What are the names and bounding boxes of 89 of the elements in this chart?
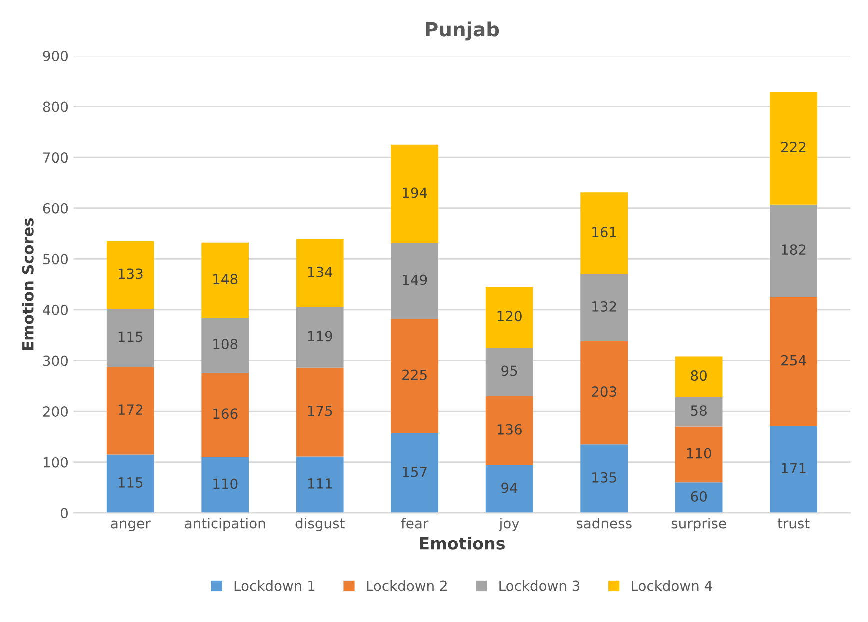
data-label: 222 [782, 142, 806, 152]
bar [770, 92, 818, 205]
bar [675, 356, 723, 398]
bar [202, 372, 250, 458]
data-label: 120 [498, 311, 522, 322]
bar [486, 348, 534, 396]
x-tick-label: joy [499, 518, 520, 532]
data-label: 60 [691, 491, 707, 502]
data-label: 119 [308, 331, 332, 342]
data-label: 136 [498, 424, 522, 435]
data-label: 203 [592, 386, 616, 398]
bar [675, 482, 723, 514]
data-label: 194 [403, 188, 428, 198]
bar [486, 465, 534, 514]
data-label: 133 [118, 268, 143, 280]
bar [770, 297, 818, 426]
bar [580, 341, 628, 445]
chart-title: Punjab [426, 22, 500, 41]
data-label: 95 [502, 366, 518, 376]
bar [675, 397, 723, 427]
data-label: 80 [691, 370, 707, 382]
bar [296, 456, 344, 514]
bar [296, 239, 344, 308]
x-tick-label: anger [111, 520, 151, 532]
y-tick-label: 0 [61, 508, 68, 519]
data-label: 94 [502, 482, 518, 494]
y-tick-label: 600 [43, 203, 68, 214]
data-label: 149 [403, 274, 428, 286]
bar [202, 318, 250, 373]
bar [770, 204, 818, 298]
x-axis-title: Emotions [420, 537, 505, 550]
y-tick-label: 700 [44, 152, 68, 164]
y-tick-label: 800 [43, 102, 68, 112]
data-label: 132 [592, 301, 616, 312]
bar [106, 241, 154, 309]
data-label: 108 [214, 339, 238, 350]
data-label: 110 [687, 448, 712, 459]
data-label: 110 [214, 478, 238, 490]
bar [106, 367, 154, 455]
bar [391, 433, 439, 514]
x-tick-label: surprise [672, 518, 726, 532]
data-label: 161 [592, 227, 616, 238]
data-label: 157 [403, 466, 427, 478]
bar [580, 274, 628, 342]
y-tick-label: 400 [43, 304, 68, 316]
bar [391, 144, 439, 244]
data-label: 166 [214, 408, 238, 420]
y-tick-label: 200 [43, 406, 68, 418]
bar [296, 368, 344, 457]
bar [580, 192, 628, 274]
y-tick-label: 100 [44, 457, 68, 468]
bar [770, 426, 818, 514]
bar [486, 396, 534, 466]
data-label: 225 [402, 370, 427, 380]
legend-label: Lockdown 2 [367, 580, 447, 592]
bar [202, 457, 250, 514]
x-tick-label: anticipation [185, 518, 266, 532]
data-label: 254 [782, 355, 806, 366]
x-tick-label: sadness [576, 518, 632, 529]
bar [391, 243, 439, 320]
data-label: 171 [782, 463, 806, 474]
x-tick-label: disgust [296, 518, 345, 532]
data-label: 111 [308, 478, 332, 489]
legend-label: Lockdown 3 [500, 580, 580, 592]
data-label: 148 [214, 274, 238, 285]
bar [486, 287, 534, 348]
data-label: 182 [782, 244, 806, 256]
data-label: 115 [118, 332, 143, 342]
data-label: 175 [308, 406, 332, 416]
y-axis-title: Emotion Scores [22, 218, 34, 350]
bar [106, 454, 154, 514]
y-tick-label: 900 [43, 50, 68, 62]
data-label: 134 [308, 266, 333, 278]
y-tick-label: 300 [43, 356, 68, 366]
data-label: 172 [118, 404, 142, 415]
bar [675, 426, 723, 483]
x-tick-label: trust [778, 518, 810, 529]
data-label: 115 [118, 478, 143, 488]
bar [106, 308, 154, 368]
y-tick-label: 500 [43, 254, 68, 265]
data-label: 58 [691, 406, 707, 416]
bar [296, 307, 344, 368]
bar [580, 444, 628, 514]
legend-label: Lockdown 4 [632, 580, 712, 592]
data-label: 135 [592, 472, 616, 483]
x-tick-label: fear [401, 518, 429, 529]
legend-label: Lockdown 1 [234, 580, 315, 592]
bar [202, 242, 250, 318]
bar [391, 319, 439, 434]
